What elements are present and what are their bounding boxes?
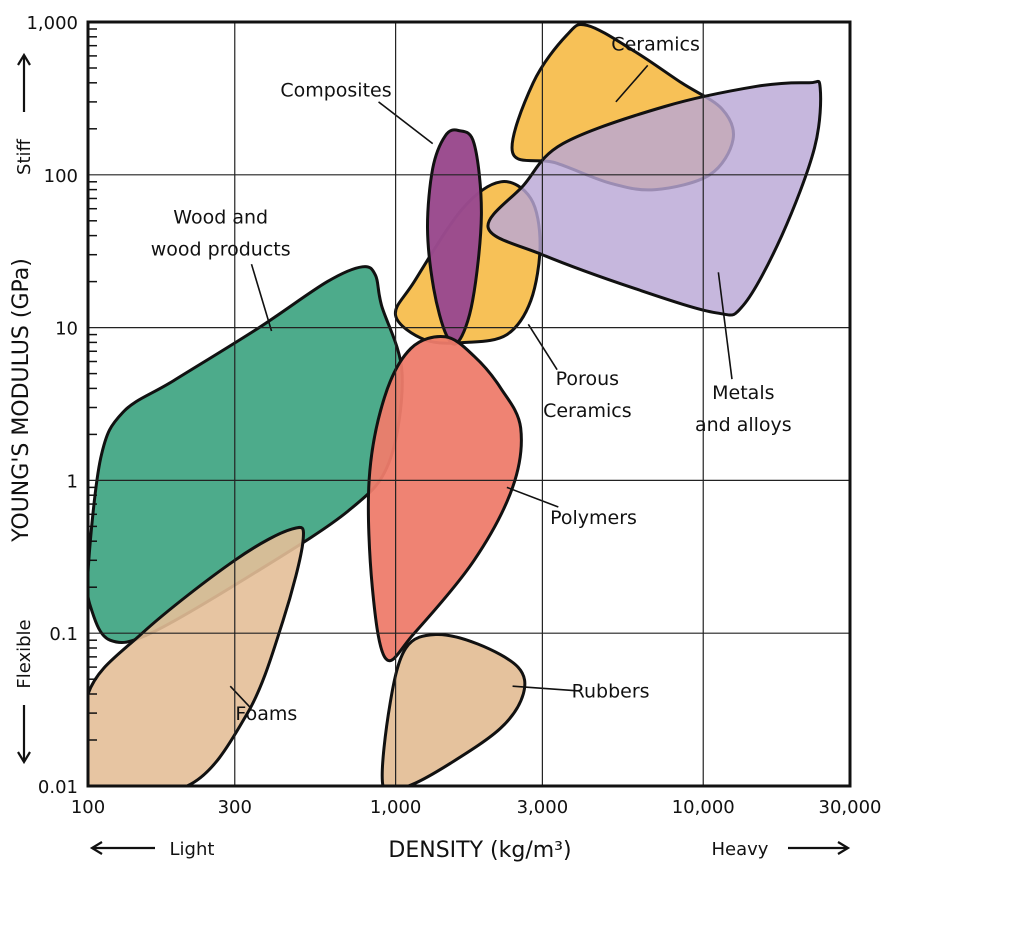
plot-frame bbox=[86, 20, 852, 788]
y-tick-label: 1,000 bbox=[26, 13, 78, 34]
arrow-up-icon bbox=[17, 52, 31, 112]
x-tick-label: 10,000 bbox=[672, 797, 735, 818]
label-metals-and-alloys: Metals and alloys bbox=[695, 382, 792, 436]
leader-composites bbox=[378, 101, 434, 145]
region-labels: Ceramics Porous Ceramics Composites Metals an… bbox=[151, 34, 792, 726]
x-axis-title: DENSITY (kg/m³) bbox=[388, 838, 571, 863]
leader-metals-and-alloys bbox=[717, 272, 733, 380]
arrow-down-icon bbox=[17, 705, 31, 765]
label-ceramics: Ceramics bbox=[611, 34, 700, 56]
x-tick-label: 1,000 bbox=[370, 797, 422, 818]
region-foams bbox=[88, 525, 305, 786]
x-tick-labels: 100 300 1,000 3,000 10,000 30,000 bbox=[71, 797, 882, 818]
label-porous-ceramics: Porous Ceramics bbox=[543, 368, 632, 422]
x-tick-label: 3,000 bbox=[517, 797, 569, 818]
region-rubbers bbox=[380, 632, 527, 786]
y-direction-top-label: Stiff bbox=[14, 138, 35, 174]
y-tick-labels: 0.01 0.1 1 10 100 1,000 bbox=[26, 13, 78, 798]
label-rubbers: Rubbers bbox=[572, 680, 650, 702]
y-tick-label: 0.1 bbox=[49, 624, 78, 645]
arrow-right-icon bbox=[788, 841, 851, 855]
region-metals-and-alloys bbox=[486, 79, 823, 317]
leader-polymers bbox=[506, 486, 559, 508]
region-composites bbox=[425, 128, 483, 346]
label-leaders bbox=[229, 64, 733, 710]
arrow-left-icon bbox=[89, 841, 155, 855]
leader-rubbers bbox=[512, 685, 578, 692]
grid-lines bbox=[88, 22, 850, 786]
leader-foams bbox=[229, 685, 253, 710]
label-polymers: Polymers bbox=[550, 507, 637, 529]
y-tick-label: 10 bbox=[55, 319, 78, 340]
x-direction-right-label: Heavy bbox=[712, 839, 769, 860]
x-tick-label: 300 bbox=[218, 797, 252, 818]
y-tick-label: 0.01 bbox=[38, 777, 78, 798]
y-axis-title: YOUNG'S MODULUS (GPa) bbox=[9, 258, 34, 543]
x-tick-label: 100 bbox=[71, 797, 105, 818]
label-wood-and-wood-products: Wood and wood products bbox=[151, 207, 291, 261]
y-tick-label: 100 bbox=[44, 166, 78, 187]
y-direction-bottom-label: Flexible bbox=[14, 619, 35, 688]
label-foams: Foams bbox=[235, 703, 297, 725]
leader-wood-and-wood-products bbox=[250, 263, 273, 332]
x-tick-label: 30,000 bbox=[819, 797, 882, 818]
material-regions bbox=[88, 22, 823, 786]
x-direction-left-label: Light bbox=[170, 839, 215, 860]
y-tick-label: 1 bbox=[67, 471, 78, 492]
leader-ceramics bbox=[615, 64, 649, 103]
label-composites: Composites bbox=[280, 80, 391, 102]
region-polymers bbox=[366, 335, 523, 663]
